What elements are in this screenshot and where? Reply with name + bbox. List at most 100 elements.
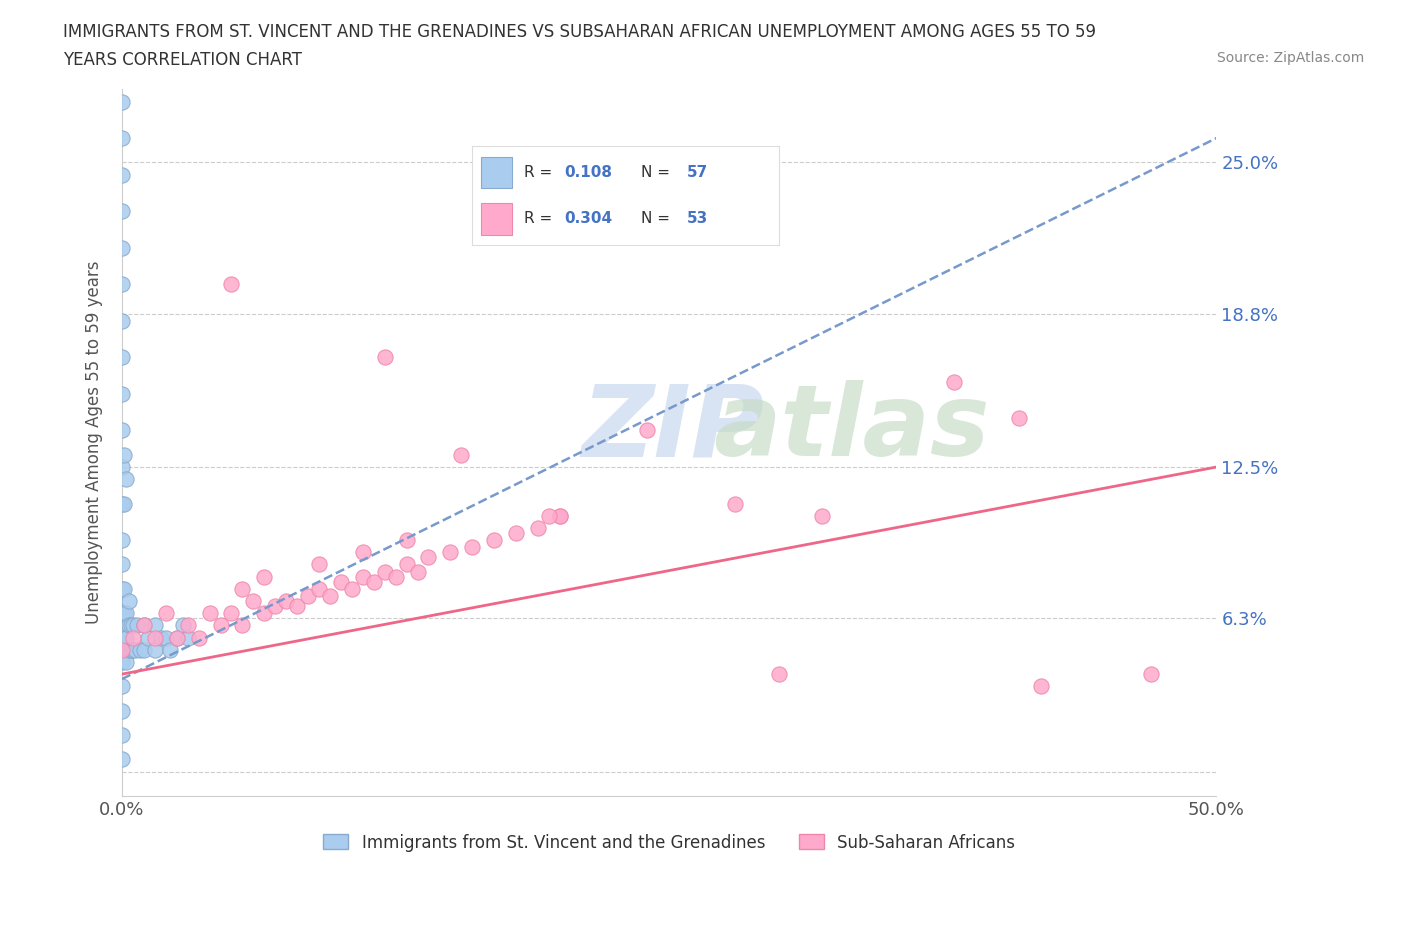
- Point: [1031, 679, 1053, 694]
- Point: [112, 605, 135, 620]
- Point: [276, 593, 298, 608]
- Point: [128, 643, 150, 658]
- Text: ZIP: ZIP: [582, 380, 765, 477]
- Point: [132, 618, 155, 632]
- Point: [253, 605, 276, 620]
- Point: [285, 598, 308, 613]
- Point: [177, 631, 200, 645]
- Point: [111, 581, 134, 596]
- Point: [117, 593, 139, 608]
- Legend: Immigrants from St. Vincent and the Grenadines, Sub-Saharan Africans: Immigrants from St. Vincent and the Gren…: [316, 827, 1022, 858]
- Point: [122, 643, 145, 658]
- Point: [111, 131, 134, 146]
- Point: [395, 533, 418, 548]
- Point: [132, 618, 155, 632]
- Point: [768, 667, 790, 682]
- Point: [352, 545, 374, 560]
- Point: [127, 618, 149, 632]
- Point: [177, 618, 200, 632]
- Point: [418, 550, 440, 565]
- Point: [115, 472, 138, 486]
- Point: [112, 631, 135, 645]
- Point: [111, 703, 134, 718]
- Point: [308, 581, 330, 596]
- Point: [450, 447, 472, 462]
- Point: [527, 521, 550, 536]
- Point: [112, 496, 135, 511]
- Point: [308, 557, 330, 572]
- Point: [117, 618, 139, 632]
- Point: [115, 631, 138, 645]
- Point: [122, 631, 145, 645]
- Point: [124, 643, 146, 658]
- Point: [374, 565, 396, 579]
- Y-axis label: Unemployment Among Ages 55 to 59 years: Unemployment Among Ages 55 to 59 years: [86, 261, 103, 624]
- Point: [155, 631, 177, 645]
- Point: [111, 350, 134, 365]
- Point: [374, 350, 396, 365]
- Point: [120, 618, 142, 632]
- Point: [1008, 411, 1031, 426]
- Point: [166, 631, 188, 645]
- Point: [811, 509, 834, 524]
- Point: [209, 618, 232, 632]
- Point: [115, 655, 138, 670]
- Point: [319, 589, 342, 604]
- Point: [363, 574, 385, 589]
- Point: [384, 569, 406, 584]
- Point: [111, 727, 134, 742]
- Point: [111, 58, 134, 73]
- Point: [111, 631, 134, 645]
- Point: [221, 277, 243, 292]
- Point: [111, 496, 134, 511]
- Point: [636, 423, 658, 438]
- Point: [406, 565, 429, 579]
- Point: [482, 533, 505, 548]
- Point: [505, 525, 527, 540]
- Point: [111, 557, 134, 572]
- Point: [548, 509, 571, 524]
- Point: [150, 631, 173, 645]
- Point: [231, 581, 253, 596]
- Point: [111, 459, 134, 474]
- Point: [1139, 667, 1161, 682]
- Point: [159, 643, 181, 658]
- Point: [340, 581, 363, 596]
- Text: atlas: atlas: [713, 380, 990, 477]
- Point: [166, 631, 188, 645]
- Point: [112, 447, 135, 462]
- Point: [548, 509, 571, 524]
- Point: [111, 423, 134, 438]
- Point: [242, 593, 264, 608]
- Point: [724, 496, 747, 511]
- Point: [297, 589, 319, 604]
- Point: [221, 605, 243, 620]
- Point: [111, 313, 134, 328]
- Point: [172, 618, 194, 632]
- Text: IMMIGRANTS FROM ST. VINCENT AND THE GRENADINES VS SUBSAHARAN AFRICAN UNEMPLOYMEN: IMMIGRANTS FROM ST. VINCENT AND THE GREN…: [63, 23, 1097, 41]
- Point: [198, 605, 221, 620]
- Point: [537, 509, 560, 524]
- Point: [122, 618, 145, 632]
- Point: [111, 94, 134, 109]
- Point: [461, 540, 484, 555]
- Point: [155, 605, 177, 620]
- Point: [120, 643, 142, 658]
- Point: [111, 643, 134, 658]
- Point: [132, 643, 155, 658]
- Text: Source: ZipAtlas.com: Source: ZipAtlas.com: [1216, 51, 1364, 65]
- Point: [439, 545, 461, 560]
- Point: [111, 167, 134, 182]
- Point: [111, 277, 134, 292]
- Point: [111, 533, 134, 548]
- Point: [143, 618, 166, 632]
- Point: [231, 618, 253, 632]
- Point: [111, 752, 134, 767]
- Point: [111, 240, 134, 255]
- Point: [111, 204, 134, 219]
- Point: [112, 581, 135, 596]
- Point: [352, 569, 374, 584]
- Point: [329, 574, 352, 589]
- Point: [111, 679, 134, 694]
- Point: [111, 605, 134, 620]
